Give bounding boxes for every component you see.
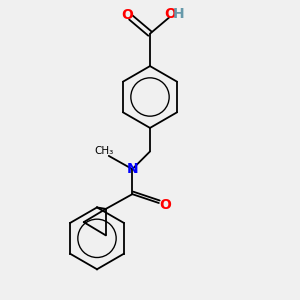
Text: CH₃: CH₃ — [95, 146, 114, 156]
Text: O: O — [165, 7, 176, 21]
Text: H: H — [173, 7, 184, 21]
Text: N: N — [127, 162, 138, 176]
Text: O: O — [122, 8, 133, 22]
Text: O: O — [159, 198, 171, 212]
